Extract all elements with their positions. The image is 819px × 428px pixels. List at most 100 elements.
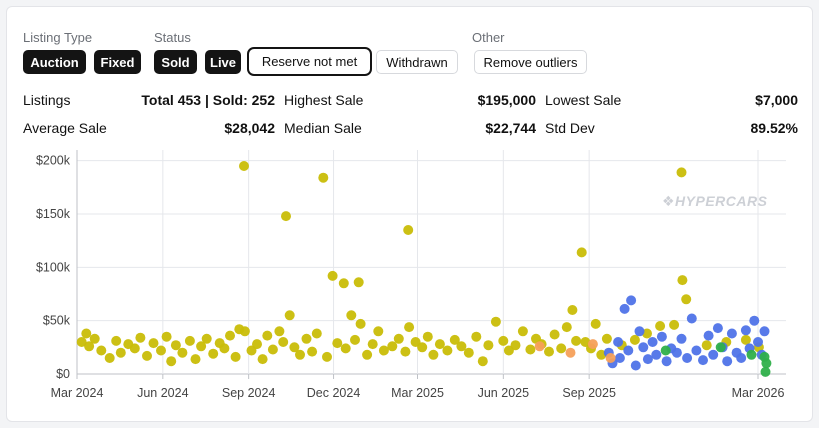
data-point[interactable] [613, 337, 624, 347]
data-point[interactable] [274, 326, 285, 337]
data-point[interactable] [647, 337, 658, 347]
data-point[interactable] [749, 315, 760, 326]
data-point[interactable] [96, 345, 107, 356]
data-point[interactable] [322, 351, 332, 362]
data-point[interactable] [660, 345, 671, 356]
data-point[interactable] [691, 345, 702, 356]
data-point[interactable] [417, 342, 428, 353]
auction-filter-button[interactable]: Auction [23, 50, 86, 74]
data-point[interactable] [422, 331, 433, 342]
data-point[interactable] [726, 328, 737, 339]
data-point[interactable] [81, 328, 92, 339]
withdrawn-filter-button[interactable]: Withdrawn [376, 50, 458, 74]
data-point[interactable] [746, 349, 757, 360]
data-point[interactable] [561, 322, 572, 333]
data-point[interactable] [177, 347, 188, 358]
data-point[interactable] [434, 339, 445, 350]
data-point[interactable] [404, 322, 415, 333]
data-point[interactable] [686, 313, 697, 324]
data-point[interactable] [393, 333, 404, 344]
data-point[interactable] [661, 356, 672, 367]
data-point[interactable] [311, 328, 322, 339]
data-point[interactable] [166, 356, 177, 367]
data-point[interactable] [601, 333, 612, 344]
data-point[interactable] [656, 331, 667, 342]
data-point[interactable] [129, 343, 140, 354]
data-point[interactable] [289, 342, 300, 353]
data-point[interactable] [760, 366, 771, 377]
data-point[interactable] [740, 334, 751, 345]
data-point[interactable] [490, 316, 501, 327]
data-point[interactable] [676, 333, 687, 344]
data-point[interactable] [626, 295, 637, 306]
data-point[interactable] [442, 345, 453, 356]
data-point[interactable] [353, 277, 364, 288]
data-point[interactable] [651, 349, 662, 360]
data-point[interactable] [295, 349, 305, 360]
data-point[interactable] [148, 338, 159, 349]
data-point[interactable] [614, 353, 625, 363]
data-point[interactable] [318, 172, 329, 183]
data-point[interactable] [740, 325, 751, 336]
data-point[interactable] [698, 355, 708, 366]
data-point[interactable] [367, 339, 378, 350]
data-point[interactable] [346, 310, 357, 321]
data-point[interactable] [338, 278, 349, 289]
data-point[interactable] [471, 331, 482, 342]
data-point[interactable] [428, 349, 439, 360]
data-point[interactable] [373, 326, 384, 337]
data-point[interactable] [208, 348, 219, 359]
data-point[interactable] [619, 303, 630, 314]
data-point[interactable] [362, 349, 373, 360]
data-point[interactable] [201, 333, 212, 344]
live-filter-button[interactable]: Live [205, 50, 241, 74]
data-point[interactable] [677, 275, 688, 286]
data-point[interactable] [301, 333, 312, 344]
data-point[interactable] [498, 335, 509, 346]
data-point[interactable] [722, 356, 733, 367]
data-point[interactable] [669, 319, 680, 330]
data-point[interactable] [115, 347, 126, 358]
data-point[interactable] [340, 343, 351, 354]
data-point[interactable] [736, 353, 747, 363]
data-point[interactable] [332, 338, 343, 349]
data-point[interactable] [565, 347, 576, 358]
data-point[interactable] [161, 331, 172, 342]
data-point[interactable] [156, 345, 166, 356]
data-point[interactable] [534, 341, 545, 352]
fixed-filter-button[interactable]: Fixed [94, 50, 141, 74]
data-point[interactable] [761, 358, 772, 369]
data-point[interactable] [708, 349, 719, 360]
data-point[interactable] [142, 350, 152, 361]
remove-outliers-button[interactable]: Remove outliers [474, 50, 587, 74]
data-point[interactable] [278, 337, 289, 347]
data-point[interactable] [378, 345, 389, 356]
data-point[interactable] [225, 330, 235, 341]
data-point[interactable] [327, 270, 338, 281]
data-point[interactable] [682, 353, 693, 363]
data-point[interactable] [135, 332, 146, 343]
data-point[interactable] [576, 247, 587, 258]
data-point[interactable] [257, 354, 268, 365]
data-point[interactable] [219, 343, 230, 354]
data-point[interactable] [556, 343, 567, 354]
data-point[interactable] [284, 310, 295, 321]
data-point[interactable] [549, 329, 560, 340]
data-point[interactable] [671, 347, 682, 358]
data-point[interactable] [703, 330, 714, 341]
data-point[interactable] [387, 341, 398, 352]
data-point[interactable] [456, 341, 467, 352]
data-point[interactable] [449, 334, 460, 345]
data-point[interactable] [350, 334, 360, 345]
data-point[interactable] [638, 342, 649, 353]
data-point[interactable] [196, 341, 207, 352]
data-point[interactable] [525, 344, 536, 355]
data-point[interactable] [590, 318, 601, 329]
data-point[interactable] [170, 340, 181, 351]
data-point[interactable] [230, 351, 241, 362]
data-point[interactable] [403, 225, 414, 235]
data-point[interactable] [463, 347, 474, 358]
data-point[interactable] [629, 334, 640, 345]
data-point[interactable] [759, 326, 770, 337]
data-point[interactable] [477, 356, 488, 367]
